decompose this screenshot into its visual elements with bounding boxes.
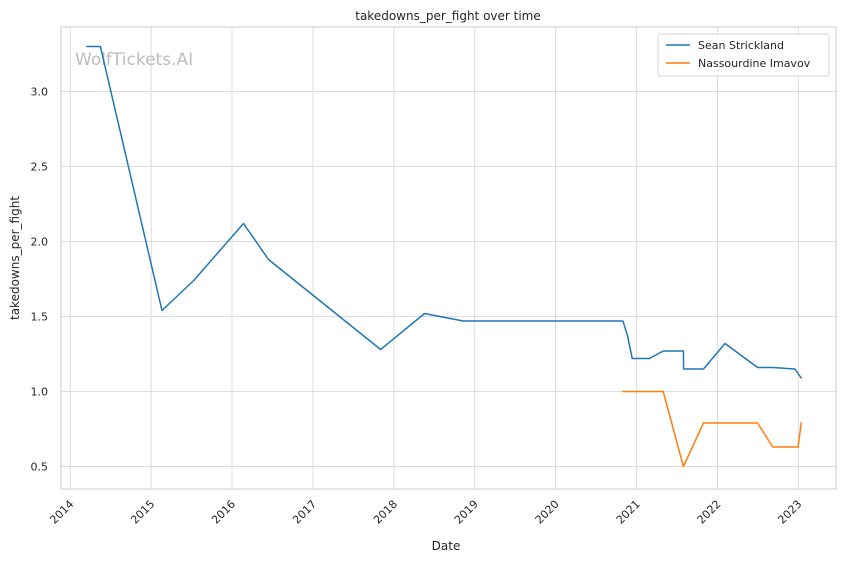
legend-label-nassourdine-imavov: Nassourdine Imavov	[698, 57, 811, 70]
x-tick-label: 2023	[775, 498, 804, 527]
grid	[61, 27, 836, 489]
x-tick-label: 2021	[614, 498, 643, 527]
legend-label-sean-strickland: Sean Strickland	[698, 39, 784, 52]
chart-title: takedowns_per_fight over time	[355, 9, 541, 23]
x-tick-label: 2016	[209, 498, 238, 527]
plot-background	[61, 27, 836, 489]
x-axis-label: Date	[432, 539, 461, 553]
watermark: WolfTickets.AI	[75, 50, 193, 70]
y-tick-label: 2.0	[31, 236, 49, 249]
y-axis-ticks: 0.5 1.0 1.5 2.0 2.5 3.0	[31, 86, 49, 474]
y-axis-label: takedowns_per_fight	[8, 196, 22, 320]
y-tick-label: 1.5	[31, 311, 49, 324]
x-tick-label: 2014	[47, 498, 76, 527]
x-tick-label: 2017	[290, 498, 319, 527]
y-tick-label: 0.5	[31, 461, 49, 474]
series-layer	[86, 45, 802, 468]
y-tick-label: 2.5	[31, 161, 49, 174]
y-tick-label: 3.0	[31, 86, 49, 99]
x-tick-label: 2020	[533, 498, 562, 527]
series-line-nassourdine-imavov	[622, 390, 802, 468]
x-tick-label: 2019	[452, 498, 481, 527]
x-tick-label: 2015	[128, 498, 157, 527]
series-line-sean-strickland	[86, 45, 802, 379]
legend-box	[657, 33, 830, 77]
plot-frame	[60, 26, 837, 490]
x-tick-label: 2022	[695, 498, 724, 527]
legend: Sean Strickland Nassourdine Imavov	[657, 33, 830, 77]
x-axis-ticks: 2014 2015 2016 2017 2018 2019 2020 2021 2022 2023	[47, 498, 804, 527]
x-tick-label: 2018	[371, 498, 400, 527]
y-tick-label: 1.0	[31, 386, 49, 399]
